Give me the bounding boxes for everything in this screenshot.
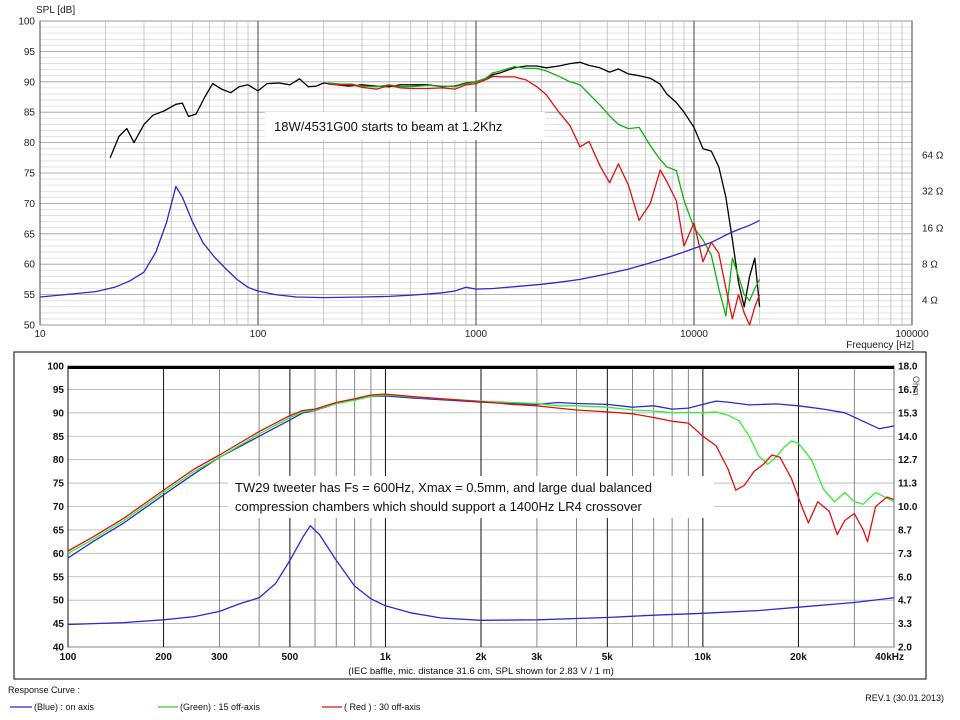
top-y-tick-label: 65 — [24, 229, 36, 240]
bottom-x-tick-label: 300 — [211, 652, 228, 663]
bottom-right-tick-label: 14.0 — [898, 432, 918, 443]
bottom-series-group — [67, 393, 895, 626]
bottom-y-tick-label: 45 — [53, 619, 65, 630]
top-y-tick-label: 90 — [24, 77, 36, 88]
legend-green-label: (Green) : 15 off-axis — [180, 702, 260, 712]
bottom-right-axis-title: Ohm — [911, 376, 921, 396]
bottom-y-tick-label: 55 — [53, 572, 65, 583]
bottom-right-tick-label: 7.3 — [898, 549, 912, 560]
top-x-tick-label: 10 — [34, 329, 46, 340]
bottom-y-tick-label: 90 — [53, 408, 65, 419]
bottom-y-tick-label: 70 — [53, 502, 65, 513]
bottom-annotation-line-2: compression chambers which should suppor… — [235, 499, 642, 514]
top-y-axis-title: SPL [dB] — [36, 5, 75, 16]
bottom-y-tick-label: 50 — [53, 596, 65, 607]
legend-red-label: ( Red ) : 30 off-axis — [344, 702, 421, 712]
top-right-tick-label: 32 Ω — [922, 187, 944, 198]
top-y-tick-label: 75 — [24, 169, 36, 180]
bottom-x-tick-labels: 100 200 300 500 1k 2k 3k 5k 10k 20k 40kHz — [60, 652, 904, 663]
bottom-x-tick-label: 2k — [475, 652, 487, 663]
bottom-y-tick-label: 95 — [53, 385, 65, 396]
bottom-y-tick-labels: 40 45 50 55 60 65 70 75 80 85 90 95 100 — [47, 362, 64, 654]
bottom-y-tick-label: 80 — [53, 455, 65, 466]
bottom-series-lightgreen-1 — [67, 394, 895, 554]
top-y-tick-label: 70 — [24, 199, 36, 210]
top-x-tick-label: 100000 — [895, 329, 929, 340]
bottom-x-tick-label: 100 — [60, 652, 77, 663]
bottom-footer-note: (IEC baffle, mic. distance 31.6 cm, SPL … — [348, 666, 614, 677]
bottom-right-tick-label: 18.0 — [898, 362, 918, 373]
top-annotation: 18W/4531G00 starts to beam at 1.2Khz — [274, 119, 502, 134]
bottom-right-tick-label: 10.0 — [898, 502, 918, 513]
bottom-x-tick-label: 3k — [531, 652, 543, 663]
bottom-right-tick-label: 3.3 — [898, 619, 912, 630]
top-series-blue-3 — [39, 185, 760, 299]
top-series-green-1 — [328, 65, 761, 317]
bottom-right-tick-label: 2.0 — [898, 643, 912, 654]
legend-blue-label: (Blue) : on axis — [34, 702, 95, 712]
top-right-tick-label: 64 Ω — [922, 151, 944, 162]
top-annotation-box — [265, 112, 545, 140]
bottom-right-tick-label: 4.7 — [898, 596, 912, 607]
bottom-annotation-box — [228, 476, 714, 518]
top-y-tick-labels: 50 55 60 65 70 75 80 85 90 95 100 — [18, 17, 35, 332]
bottom-right-tick-labels: 2.0 3.3 4.7 6.0 7.3 8.7 10.0 11.3 12.7 14.0 15.3 16… — [898, 362, 918, 654]
bottom-right-tick-label: 8.7 — [898, 525, 912, 536]
bottom-top-bar — [68, 366, 894, 369]
bottom-series-blue-3 — [67, 525, 895, 626]
bottom-right-tick-label: 16.7 — [898, 385, 918, 396]
legend: Response Curve : (Blue) : on axis (Green… — [8, 685, 944, 712]
bottom-x-tick-label: 500 — [282, 652, 299, 663]
top-y-tick-label: 60 — [24, 260, 36, 271]
bottom-annotation-line-1: TW29 tweeter has Fs = 600Hz, Xmax = 0.5m… — [235, 480, 652, 495]
bottom-y-tick-label: 75 — [53, 479, 65, 490]
top-series-red-2 — [328, 75, 761, 326]
top-y-tick-label: 85 — [24, 108, 36, 119]
top-right-tick-label: 4 Ω — [922, 296, 938, 307]
bottom-series-red-2 — [67, 393, 895, 552]
revision-label: REV.1 (30.01.2013) — [865, 693, 944, 703]
bottom-y-tick-label: 100 — [47, 362, 64, 373]
bottom-y-tick-label: 60 — [53, 549, 65, 560]
bottom-x-tick-label: 200 — [155, 652, 172, 663]
bottom-right-tick-label: 11.3 — [898, 479, 917, 490]
top-y-tick-label: 100 — [18, 17, 35, 28]
bottom-right-tick-label: 6.0 — [898, 572, 912, 583]
top-x-tick-labels: 10 100 1000 10000 100000 — [34, 329, 929, 340]
top-right-tick-label: 8 Ω — [922, 260, 938, 271]
bottom-x-tick-label: 5k — [602, 652, 614, 663]
top-x-tick-label: 100 — [250, 329, 267, 340]
legend-title: Response Curve : — [8, 685, 80, 695]
bottom-right-tick-label: 12.7 — [898, 455, 918, 466]
top-y-tick-label: 80 — [24, 138, 36, 149]
top-x-tick-label: 1000 — [465, 329, 488, 340]
bottom-y-tick-label: 65 — [53, 525, 65, 536]
bottom-y-tick-label: 40 — [53, 643, 65, 654]
top-y-tick-label: 50 — [24, 321, 36, 332]
top-y-tick-label: 95 — [24, 47, 36, 58]
bottom-series-blue-0 — [67, 395, 895, 559]
bottom-y-tick-label: 85 — [53, 432, 65, 443]
bottom-x-tick-label: 40kHz — [875, 652, 904, 663]
top-y-tick-label: 55 — [24, 290, 36, 301]
bottom-x-tick-label: 1k — [380, 652, 392, 663]
bottom-chart: 40 45 50 55 60 65 70 75 80 85 90 95 100 100 200 300 500… — [13, 351, 927, 680]
bottom-right-tick-label: 15.3 — [898, 408, 918, 419]
top-right-tick-label: 16 Ω — [922, 224, 944, 235]
top-right-tick-labels: 4 Ω 8 Ω 16 Ω 32 Ω 64 Ω — [922, 151, 944, 307]
top-x-tick-label: 10000 — [680, 329, 708, 340]
top-x-axis-title: Frequency [Hz] — [846, 340, 914, 351]
top-series-group — [39, 61, 761, 326]
bottom-x-tick-label: 20k — [790, 652, 807, 663]
bottom-x-tick-label: 10k — [695, 652, 712, 663]
